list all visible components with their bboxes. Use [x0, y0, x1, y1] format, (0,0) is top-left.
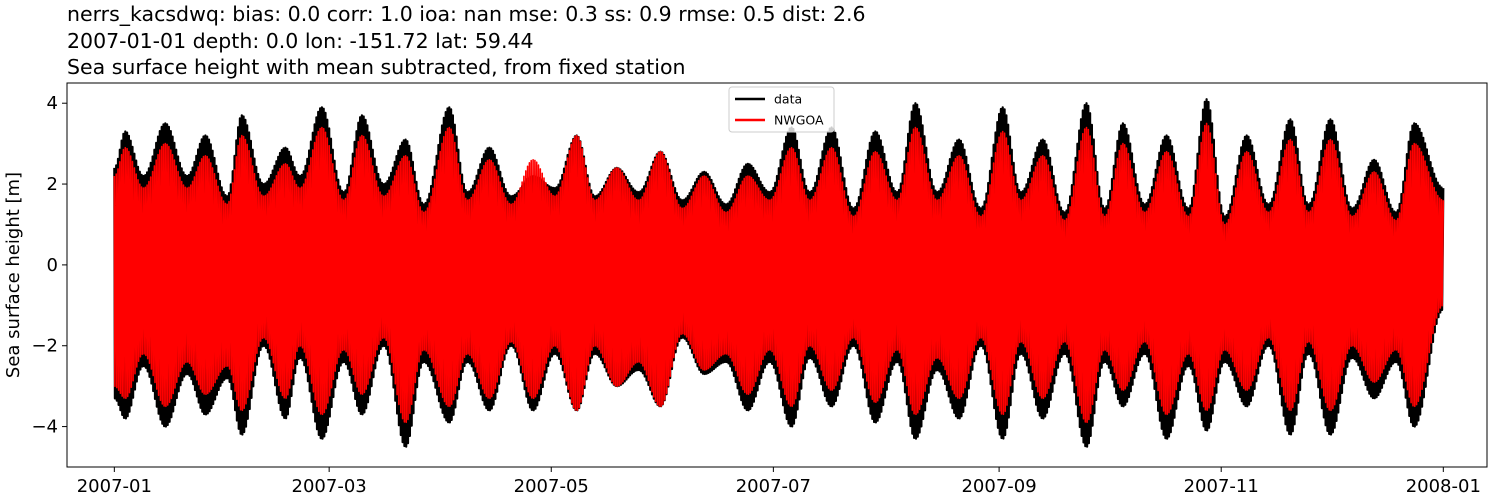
- y-tick-label: −2: [31, 336, 58, 357]
- x-tick-label: 2007-03: [292, 476, 367, 497]
- legend-label-data: data: [774, 92, 802, 107]
- y-tick-label: 0: [47, 255, 58, 276]
- x-tick-label: 2007-05: [514, 476, 589, 497]
- x-tick-label: 2007-01: [77, 476, 152, 497]
- y-tick-label: 2: [47, 174, 58, 195]
- chart-title-description: Sea surface height with mean subtracted,…: [67, 55, 686, 79]
- legend: data NWGOA: [728, 86, 835, 133]
- legend-label-NWGOA: NWGOA: [774, 113, 824, 128]
- x-tick-label: 2007-09: [961, 476, 1036, 497]
- plot-frame: [66, 82, 1488, 468]
- x-tick-label: 2007-11: [1184, 476, 1259, 497]
- chart-title-stats: nerrs_kacsdwq: bias: 0.0 corr: 1.0 ioa: …: [67, 2, 866, 26]
- chart-title-location: 2007-01-01 depth: 0.0 lon: -151.72 lat: …: [67, 29, 534, 53]
- x-tick-label: 2008-01: [1406, 476, 1481, 497]
- series-line-NWGOA: [113, 122, 1445, 424]
- x-tick-label: 2007-07: [736, 476, 811, 497]
- plot-area: 2007-01 2007-03 2007-05 2007-07 2007-09 2007-…: [3, 82, 1488, 497]
- y-tick-label: −4: [31, 417, 58, 438]
- y-axis-label: Sea surface height [m]: [3, 172, 24, 378]
- y-tick-label: 4: [47, 93, 58, 114]
